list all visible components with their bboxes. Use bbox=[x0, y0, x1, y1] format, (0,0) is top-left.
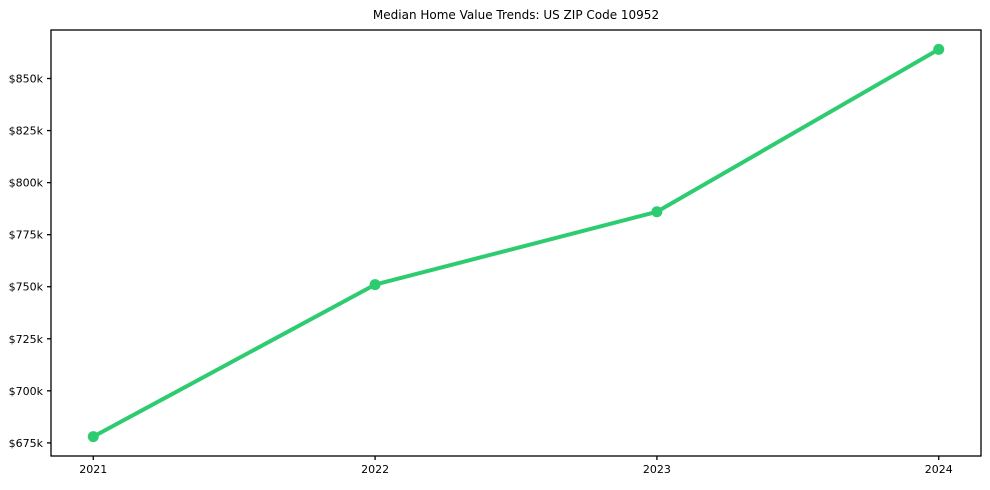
trend-line bbox=[91, 47, 941, 439]
y-axis-tick-label: $725k bbox=[9, 333, 44, 346]
x-axis-tick-label: 2024 bbox=[925, 463, 953, 476]
data-point-2024 bbox=[933, 43, 945, 55]
data-point-2022 bbox=[369, 279, 381, 291]
y-axis-tick-label: $750k bbox=[9, 281, 44, 294]
x-axis-tick-label: 2022 bbox=[361, 463, 389, 476]
y-axis-tick-label: $850k bbox=[9, 73, 44, 86]
y-axis-tick-label: $775k bbox=[9, 229, 44, 242]
x-axis-tick-label: 2021 bbox=[79, 463, 107, 476]
chart-title: Median Home Value Trends: US ZIP Code 10… bbox=[372, 8, 660, 22]
y-axis-tick-label: $825k bbox=[9, 125, 44, 138]
data-point-2021 bbox=[87, 431, 99, 443]
plot-border bbox=[50, 29, 982, 457]
data-point-2023 bbox=[651, 206, 663, 218]
x-axis-tick-label: 2023 bbox=[643, 463, 671, 476]
y-axis-tick-label: $675k bbox=[9, 437, 44, 450]
y-axis-tick-label: $700k bbox=[9, 385, 44, 398]
y-axis-tick-label: $800k bbox=[9, 177, 44, 190]
